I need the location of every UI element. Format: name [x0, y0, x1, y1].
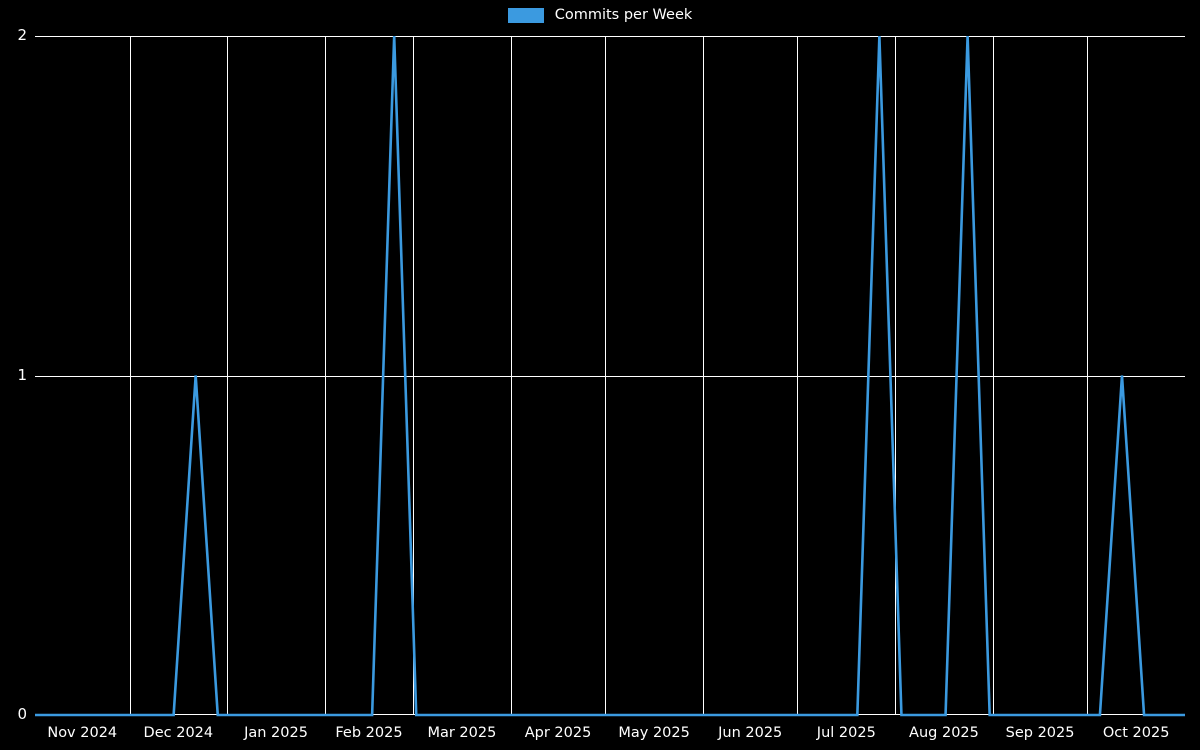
plot-area: [35, 35, 1185, 717]
gridline-x-jul-2025: [797, 36, 798, 715]
gridline-x-jan-2025: [227, 36, 228, 715]
gridline-x-may-2025: [605, 36, 606, 715]
x-tick-label-jan-2025: Jan 2025: [244, 725, 308, 741]
legend-entry-commits[interactable]: Commits per Week: [507, 6, 693, 23]
gridline-x-dec-2024: [130, 36, 131, 715]
gridline-x-oct-2025: [1087, 36, 1088, 715]
y-tick-label-1: 1: [17, 365, 27, 384]
gridline-y-2: [35, 36, 1185, 37]
x-axis: Nov 2024 Dec 2024 Jan 2025 Feb 2025 Mar 2025…: [0, 726, 1200, 750]
gridline-x-jun-2025: [703, 36, 704, 715]
legend-label-commits: Commits per Week: [554, 6, 693, 23]
x-tick-label-jul-2025: Jul 2025: [816, 725, 876, 741]
series-line-commits-per-week: [35, 35, 1185, 717]
chart-legend: Commits per Week: [0, 0, 1200, 30]
gridline-x-apr-2025: [511, 36, 512, 715]
gridline-x-mar-2025: [413, 36, 414, 715]
series-layer: [35, 35, 1185, 717]
x-tick-label-dec-2024: Dec 2024: [143, 725, 214, 741]
gridline-x-sep-2025: [993, 36, 994, 715]
x-tick-label-apr-2025: Apr 2025: [524, 725, 592, 741]
x-tick-label-nov-2024: Nov 2024: [47, 725, 118, 741]
x-tick-label-sep-2025: Sep 2025: [1005, 725, 1075, 741]
x-tick-label-oct-2025: Oct 2025: [1102, 725, 1170, 741]
x-tick-label-feb-2025: Feb 2025: [335, 725, 403, 741]
x-tick-label-mar-2025: Mar 2025: [427, 725, 497, 741]
legend-swatch-commits-icon: [507, 7, 544, 23]
y-tick-label-2: 2: [17, 26, 27, 44]
gridline-x-aug-2025: [895, 36, 896, 715]
x-tick-label-aug-2025: Aug 2025: [909, 725, 979, 741]
y-tick-label-0: 0: [17, 705, 27, 723]
gridline-x-feb-2025: [325, 36, 326, 715]
gridline-y-1: [35, 375, 1185, 377]
x-tick-label-jun-2025: Jun 2025: [718, 725, 783, 741]
x-tick-label-may-2025: May 2025: [618, 725, 690, 741]
